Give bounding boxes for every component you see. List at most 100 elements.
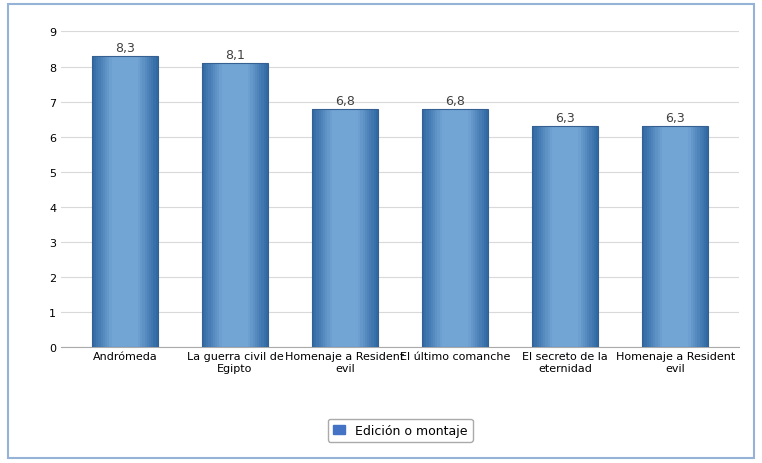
Bar: [351, 109, 354, 347]
Bar: [534, 127, 536, 347]
Bar: [576, 127, 578, 347]
Bar: [541, 127, 543, 347]
Bar: [673, 127, 675, 347]
Bar: [319, 109, 321, 347]
Bar: [453, 109, 455, 347]
Bar: [151, 57, 153, 347]
Bar: [229, 64, 230, 347]
Bar: [470, 109, 472, 347]
Bar: [596, 127, 598, 347]
Bar: [230, 64, 232, 347]
Bar: [138, 57, 140, 347]
Bar: [546, 127, 548, 347]
Text: 6,8: 6,8: [335, 94, 355, 107]
Bar: [536, 127, 539, 347]
Bar: [312, 109, 314, 347]
Bar: [354, 109, 356, 347]
Bar: [554, 127, 556, 347]
Bar: [561, 127, 563, 347]
Text: 6,3: 6,3: [555, 112, 575, 125]
Bar: [321, 109, 323, 347]
Bar: [442, 109, 444, 347]
Bar: [539, 127, 541, 347]
Bar: [549, 127, 552, 347]
Bar: [583, 127, 585, 347]
Bar: [257, 64, 259, 347]
Legend: Edición o montaje: Edición o montaje: [328, 419, 472, 442]
Bar: [475, 109, 477, 347]
Bar: [424, 109, 427, 347]
Bar: [350, 109, 351, 347]
Bar: [651, 127, 653, 347]
Bar: [248, 64, 251, 347]
Bar: [147, 57, 149, 347]
Bar: [477, 109, 479, 347]
Bar: [568, 127, 569, 347]
Bar: [667, 127, 669, 347]
Bar: [261, 64, 264, 347]
Bar: [127, 57, 130, 347]
Bar: [455, 109, 457, 347]
Bar: [543, 127, 546, 347]
Bar: [264, 64, 266, 347]
Bar: [155, 57, 158, 347]
Bar: [594, 127, 596, 347]
Bar: [479, 109, 482, 347]
Bar: [116, 57, 118, 347]
Bar: [700, 127, 702, 347]
Bar: [682, 127, 684, 347]
Bar: [462, 109, 464, 347]
Bar: [98, 57, 101, 347]
Bar: [675, 127, 677, 347]
Bar: [680, 127, 682, 347]
Bar: [110, 57, 111, 347]
Bar: [427, 109, 429, 347]
Bar: [365, 109, 367, 347]
Bar: [232, 64, 235, 347]
Bar: [312, 109, 378, 347]
Bar: [136, 57, 138, 347]
Bar: [695, 127, 697, 347]
Bar: [153, 57, 155, 347]
Bar: [323, 109, 325, 347]
Bar: [96, 57, 98, 347]
Bar: [447, 109, 449, 347]
Bar: [314, 109, 316, 347]
Bar: [246, 64, 248, 347]
Bar: [120, 57, 123, 347]
Bar: [563, 127, 565, 347]
Bar: [532, 127, 534, 347]
Bar: [581, 127, 583, 347]
Text: 8,1: 8,1: [225, 49, 245, 62]
Bar: [472, 109, 475, 347]
Bar: [105, 57, 107, 347]
Bar: [330, 109, 331, 347]
Bar: [103, 57, 105, 347]
Bar: [642, 127, 645, 347]
Bar: [371, 109, 373, 347]
Bar: [655, 127, 658, 347]
Bar: [341, 109, 343, 347]
Bar: [316, 109, 319, 347]
Bar: [244, 64, 246, 347]
Bar: [145, 57, 147, 347]
Bar: [658, 127, 660, 347]
Bar: [118, 57, 120, 347]
Bar: [91, 57, 94, 347]
Bar: [328, 109, 330, 347]
Bar: [101, 57, 103, 347]
Bar: [464, 109, 466, 347]
Bar: [647, 127, 649, 347]
Bar: [590, 127, 591, 347]
Bar: [469, 109, 470, 347]
Bar: [645, 127, 647, 347]
Bar: [107, 57, 110, 347]
Bar: [660, 127, 662, 347]
Bar: [266, 64, 268, 347]
Bar: [486, 109, 488, 347]
Bar: [207, 64, 209, 347]
Bar: [114, 57, 116, 347]
Bar: [664, 127, 667, 347]
Bar: [578, 127, 581, 347]
Bar: [437, 109, 440, 347]
